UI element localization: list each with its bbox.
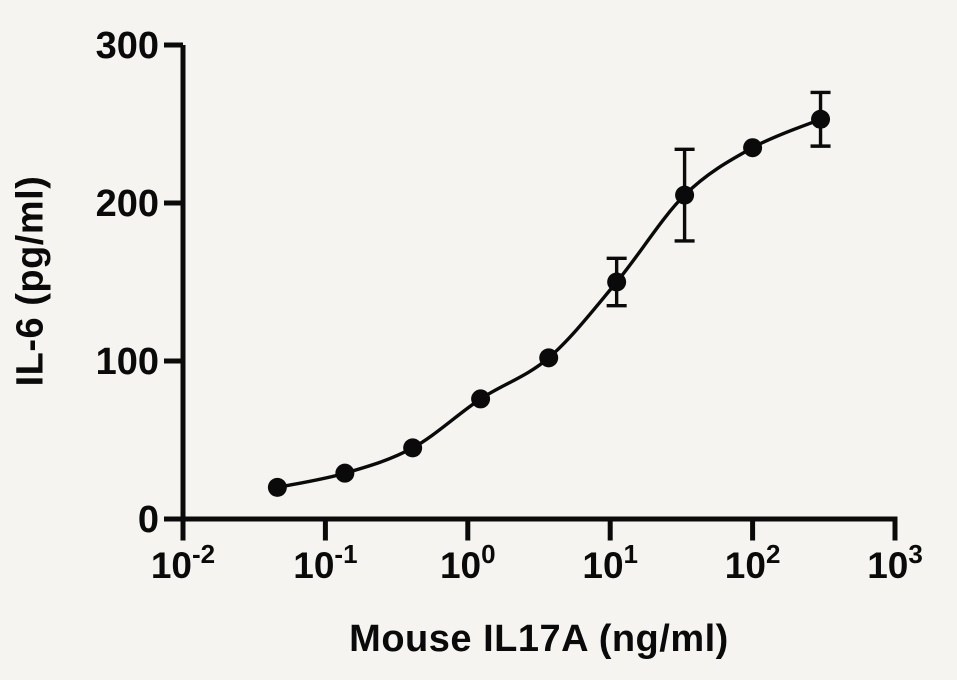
x-tick-label: 10-1 <box>293 539 357 586</box>
data-point-marker <box>471 389 491 409</box>
x-axis-title: Mouse IL17A (ng/ml) <box>349 618 729 660</box>
y-tick-label: 300 <box>96 25 159 67</box>
y-tick-label: 200 <box>96 183 159 225</box>
fit-curve <box>277 117 822 490</box>
y-tick-label: 100 <box>96 341 159 383</box>
x-tick-label: 103 <box>867 539 923 586</box>
data-point-marker <box>607 272 627 292</box>
data-point-marker <box>539 348 559 368</box>
data-point-marker <box>267 477 287 497</box>
x-tick-label: 101 <box>582 539 638 586</box>
x-tick-label: 10-2 <box>151 539 215 586</box>
data-point-marker <box>335 463 355 483</box>
data-point-marker <box>811 109 831 129</box>
data-point-marker <box>403 438 423 458</box>
y-tick-label: 0 <box>138 499 159 541</box>
x-tick-label: 100 <box>440 539 496 586</box>
data-point-marker <box>743 138 763 158</box>
x-tick-label: 102 <box>725 539 781 586</box>
y-axis-title: IL-6 (pg/ml) <box>9 175 52 387</box>
data-point-marker <box>675 185 695 205</box>
